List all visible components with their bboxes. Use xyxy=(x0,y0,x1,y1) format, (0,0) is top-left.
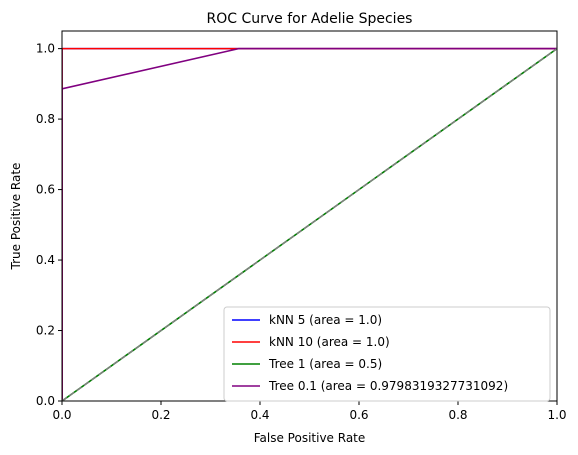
legend: kNN 5 (area = 1.0) kNN 10 (area = 1.0) Tre… xyxy=(223,306,551,402)
y-axis-label: True Positive Rate xyxy=(9,163,23,271)
x-tick-label: 1.0 xyxy=(547,408,566,422)
legend-entry-label: Tree 1 (area = 0.5) xyxy=(268,357,382,371)
y-tick-label: 0.6 xyxy=(36,183,55,197)
x-tick-label: 0.0 xyxy=(52,408,71,422)
x-tick-label: 0.2 xyxy=(151,408,170,422)
y-axis-ticks: 0.0 0.2 0.4 0.6 0.8 1.0 xyxy=(36,42,62,408)
y-tick-label: 0.2 xyxy=(36,324,55,338)
y-tick-label: 0.8 xyxy=(36,112,55,126)
plot-lines xyxy=(62,47,557,401)
x-axis-ticks: 0.0 0.2 0.4 0.6 0.8 1.0 xyxy=(52,401,567,422)
x-axis-label: False Positive Rate xyxy=(254,431,366,445)
legend-entry-label: kNN 10 (area = 1.0) xyxy=(269,335,390,349)
y-tick-label: 0.0 xyxy=(36,394,55,408)
reference-diagonal-line xyxy=(62,48,557,401)
x-tick-label: 0.8 xyxy=(448,408,467,422)
y-tick-label: 1.0 xyxy=(36,42,55,56)
x-tick-label: 0.6 xyxy=(349,408,368,422)
series-line-tree-0-1 xyxy=(62,47,557,401)
y-tick-label: 0.4 xyxy=(36,253,55,267)
chart-title: ROC Curve for Adelie Species xyxy=(207,11,413,27)
legend-box xyxy=(223,306,551,402)
legend-entry-label: kNN 5 (area = 1.0) xyxy=(269,313,382,327)
legend-entry-label: Tree 0.1 (area = 0.9798319327731092) xyxy=(268,379,508,393)
x-tick-label: 0.4 xyxy=(250,408,269,422)
